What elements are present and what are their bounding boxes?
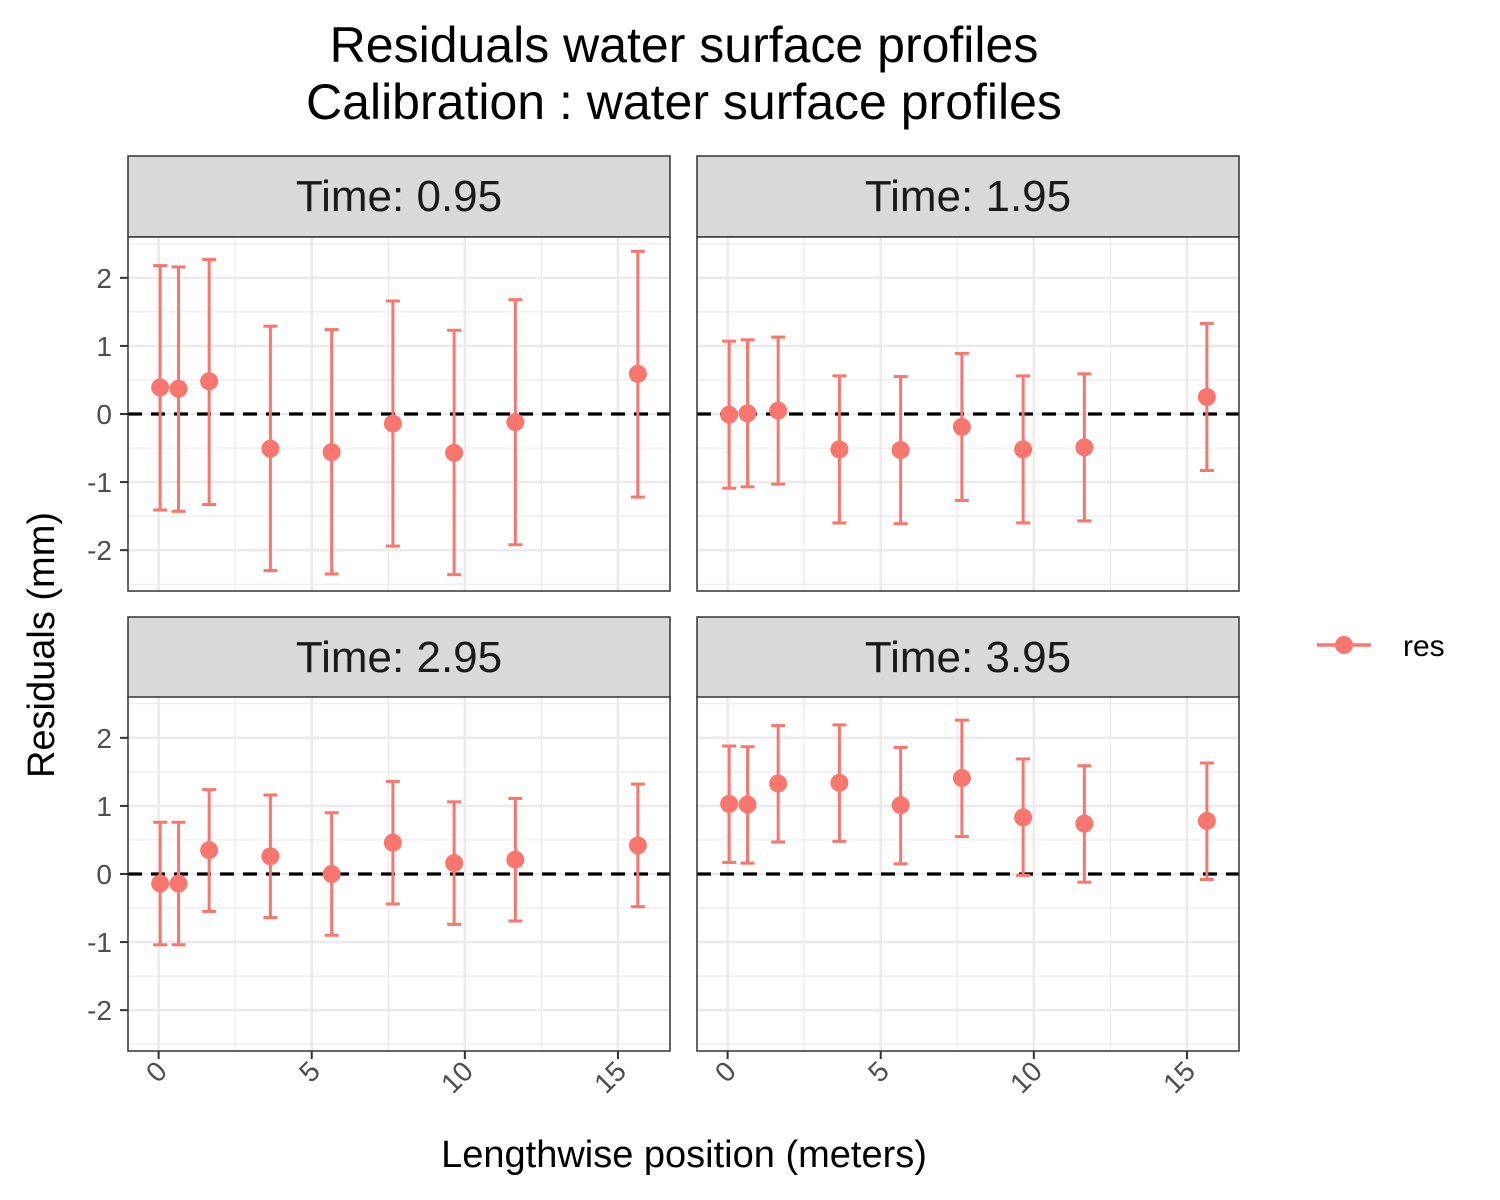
y-tick-label: -2 [87, 535, 112, 566]
data-point [720, 794, 739, 813]
data-point [738, 404, 757, 423]
data-point [1014, 808, 1033, 827]
data-point [628, 836, 647, 855]
panel-border [696, 236, 1240, 592]
data-point [261, 439, 280, 458]
facet-strip [696, 616, 1240, 699]
data-point [383, 833, 402, 852]
facet-strip-label: Time: 1.95 [865, 172, 1071, 221]
data-point [738, 795, 757, 814]
data-point [1075, 814, 1094, 833]
panel-border [696, 696, 1240, 1052]
data-point [952, 769, 971, 788]
data-point [261, 847, 280, 866]
legend-label: res [1403, 630, 1445, 663]
data-point [628, 364, 647, 383]
data-point [1014, 440, 1033, 459]
panels-layer: Time: 0.95 2 1 0 -1 -2 Time: 1.95 Time: 2.95 2 1 0… [87, 155, 1240, 1099]
data-point [200, 372, 219, 391]
data-point [506, 413, 525, 432]
data-point [151, 378, 170, 397]
y-tick-label: 1 [96, 331, 112, 362]
data-point [891, 796, 910, 815]
data-point [952, 417, 971, 436]
facet-strip [696, 155, 1240, 238]
data-point [383, 414, 402, 433]
data-point [151, 874, 170, 893]
facet-panel: Time: 3.950 5 10 15 [696, 616, 1240, 1099]
facet-panel: Time: 1.95 [696, 155, 1240, 592]
facet-panel: Time: 0.95 2 1 0 -1 -2 [87, 155, 671, 592]
data-point [720, 405, 739, 424]
data-point [169, 379, 188, 398]
facet-strip [127, 155, 671, 238]
chart-subtitle: Calibration : water surface profiles [306, 74, 1062, 130]
data-point [769, 401, 788, 420]
y-axis-title: Residuals (mm) [21, 512, 63, 778]
data-point [1075, 438, 1094, 457]
facet-strip-label: Time: 2.95 [296, 633, 502, 682]
legend-key-point [1335, 636, 1353, 654]
y-tick-label: 2 [96, 723, 112, 754]
data-point [830, 440, 849, 459]
y-tick-label: 0 [96, 859, 112, 890]
y-tick-label: -1 [87, 467, 112, 498]
chart-title: Residuals water surface profiles [330, 17, 1039, 73]
data-point [445, 854, 464, 873]
legend: res [1317, 630, 1445, 663]
data-point [1197, 387, 1216, 406]
y-tick-label: 0 [96, 399, 112, 430]
y-tick-label: 2 [96, 263, 112, 294]
facet-strip-label: Time: 3.95 [865, 633, 1071, 682]
facet-strip-label: Time: 0.95 [296, 172, 502, 221]
data-point [169, 874, 188, 893]
x-axis-title: Lengthwise position (meters) [441, 1134, 927, 1176]
y-tick-label: 1 [96, 791, 112, 822]
data-point [322, 865, 341, 883]
data-point [891, 441, 910, 460]
data-point [506, 850, 525, 869]
data-point [1197, 811, 1216, 830]
data-point [445, 443, 464, 462]
y-tick-label: -2 [87, 995, 112, 1026]
data-point [322, 443, 341, 462]
y-tick-label: -1 [87, 927, 112, 958]
data-point [769, 774, 788, 793]
data-point [200, 841, 219, 860]
data-point [830, 773, 849, 792]
